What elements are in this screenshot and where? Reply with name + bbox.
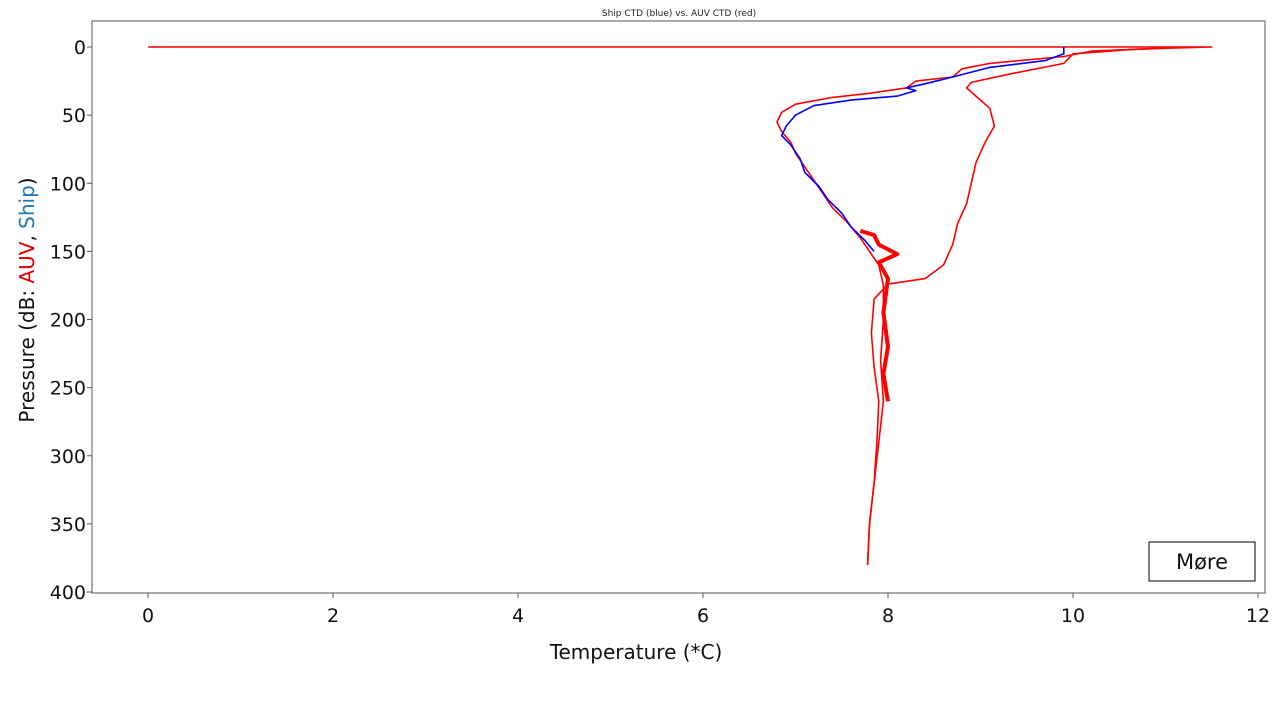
annotation-box — [1148, 541, 1256, 582]
series-layer — [148, 46, 1213, 565]
y-tick-label: 200 — [50, 310, 86, 332]
y-label-suffix: ) — [15, 177, 39, 185]
x-axis-label: Temperature (*C) — [549, 640, 723, 664]
region-annotation: Møre — [1148, 541, 1256, 582]
x-tick-label: 10 — [1061, 605, 1085, 627]
y-tick-label: 150 — [50, 241, 86, 263]
y-tick-label: 350 — [50, 514, 86, 536]
chart-title: Ship CTD (blue) vs. AUV CTD (red) — [602, 9, 756, 19]
plot-area — [91, 20, 1266, 594]
y-tick-label: 50 — [62, 105, 86, 127]
x-tick-label: 8 — [882, 605, 894, 627]
y-axis-label: Pressure (dB: AUV, Ship) — [15, 177, 39, 422]
y-label-auv: AUV — [15, 241, 39, 283]
x-tick-label: 2 — [327, 605, 339, 627]
y-tick-label: 300 — [50, 446, 86, 468]
series-line — [148, 46, 1213, 565]
y-tick-label: 400 — [50, 582, 86, 604]
y-tick-label: 100 — [50, 173, 86, 195]
y-label-separator: , — [15, 229, 39, 242]
y-tick-label: 250 — [50, 378, 86, 400]
x-tick-label: 6 — [697, 605, 709, 627]
x-tick-label: 0 — [142, 605, 154, 627]
y-axis: 0 50 100 150 200 250 300 350 400 — [50, 37, 92, 604]
series-line — [780, 47, 1065, 252]
x-tick-label: 12 — [1246, 605, 1270, 627]
x-tick-label: 4 — [512, 605, 524, 627]
series-line — [859, 228, 900, 402]
x-axis: 0 2 4 6 8 10 12 — [142, 593, 1270, 627]
y-label-prefix: Pressure (dB: — [15, 284, 39, 423]
y-label-ship: Ship — [15, 185, 39, 229]
annotation-text: Møre — [1176, 550, 1228, 574]
series-line — [866, 46, 1194, 565]
plot-frame — [91, 20, 1266, 594]
y-tick-label: 0 — [74, 37, 86, 59]
